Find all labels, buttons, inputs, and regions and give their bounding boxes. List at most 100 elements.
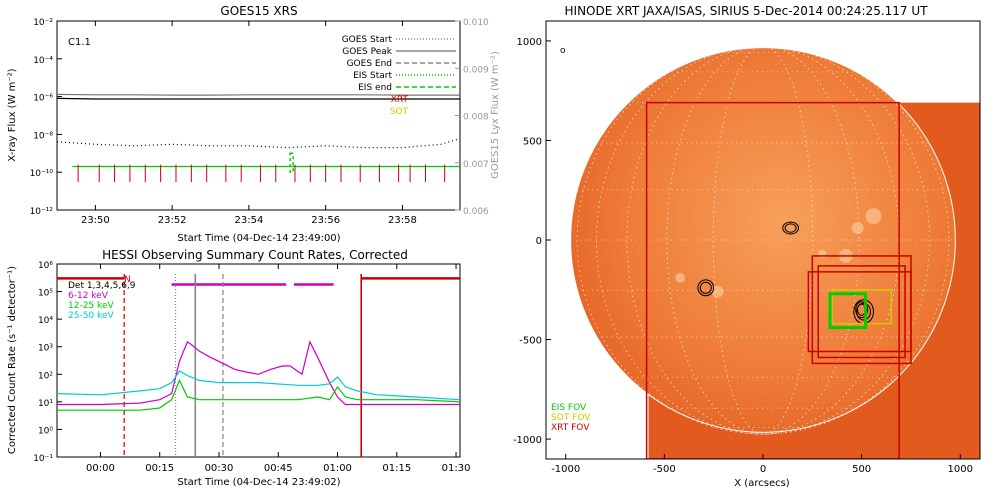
hessi-y-tick-label: 10¹ <box>38 399 53 409</box>
xrt-fov-box <box>828 292 868 330</box>
goes-y-tick-label: 10⁻¹⁰ <box>30 169 54 179</box>
hessi-series-line <box>57 378 461 411</box>
hessi-x-tick-label: 01:15 <box>382 463 411 474</box>
goes-legend-label: XRT <box>391 95 409 105</box>
goes-x-axis-label: Start Time (04-Dec-14 23:49:00) <box>177 233 340 244</box>
hessi-legend-label: 6-12 keV <box>68 291 109 301</box>
xrt-contours <box>697 221 874 325</box>
xrt-bright-region <box>865 208 882 224</box>
goes-series-line <box>56 93 460 96</box>
goes-x-tick-label: 23:50 <box>81 215 110 226</box>
xrt-contour <box>697 279 715 297</box>
hessi-y-axis-label: Corrected Count Rate (s⁻¹ detector⁻¹) <box>7 266 18 454</box>
goes-legend-label: SOT <box>390 107 409 117</box>
goes-legend: GOES Start GOES Peak GOES End EIS Start EIS … <box>342 35 456 117</box>
xrt-fov-box <box>817 265 906 359</box>
xrt-bright-regions <box>675 208 882 298</box>
goes-y-tick-label: 10⁻² <box>33 18 53 28</box>
goes-panel: GOES15 XRS 23:50 23:52 23:54 23:56 23:58 10⁻… <box>7 4 501 244</box>
hessi-panel: HESSI Observing Summary Count Rates, Cor… <box>7 248 470 488</box>
xrt-x-tick-label: 0 <box>760 464 766 475</box>
xrt-x-tick-label: 1000 <box>948 464 973 475</box>
goes-y-tick-label: 10⁻⁶ <box>33 94 53 104</box>
goes-x-tick-label: 23:58 <box>388 215 417 226</box>
goes-legend-label: GOES End <box>347 59 392 69</box>
goes-xrt-markers <box>77 152 446 183</box>
xrt-panel: HINODE XRT JAXA/ISAS, SIRIUS 5-Dec-2014 … <box>513 4 981 489</box>
xrt-x-tick-label: -1000 <box>551 464 580 475</box>
hessi-y-tick-label: 10⁵ <box>38 289 53 299</box>
goes-y-tick-label: 10⁻¹² <box>30 207 54 217</box>
hessi-series-line <box>57 340 460 406</box>
xrt-x-tick-label: 500 <box>852 464 871 475</box>
xrt-contour <box>856 302 872 321</box>
hessi-plot-frame <box>56 263 461 458</box>
xrt-contour <box>855 301 869 319</box>
goes-legend-label: GOES Start <box>342 35 393 45</box>
xrt-legend-label: EIS FOV <box>551 403 587 413</box>
hessi-y-tick-label: 10⁴ <box>38 316 53 326</box>
hessi-y-tick-label: 10⁶ <box>38 261 53 271</box>
hessi-y-tick-label: 10³ <box>38 344 53 354</box>
goes-x-tick-label: 23:52 <box>158 215 187 226</box>
goes-series-line <box>56 138 461 149</box>
xrt-y-tick-label: 1000 <box>517 37 542 48</box>
goes-y-axis-label: X-ray Flux (W m⁻²) <box>7 68 18 161</box>
goes-x-tick-label: 23:54 <box>234 215 263 226</box>
goes-legend-label: EIS Start <box>353 71 392 81</box>
hessi-legend-label: 12-25 keV <box>68 301 114 311</box>
hessi-legend-label: 25-50 keV <box>68 311 114 321</box>
xrt-fov-box <box>645 101 900 459</box>
xrt-contour <box>784 223 797 233</box>
xrt-contour <box>699 281 712 294</box>
hessi-legend-label: Det 1,3,4,5,6,9 <box>68 281 136 291</box>
hessi-y-tick-label: 10⁰ <box>38 426 53 436</box>
hessi-title: HESSI Observing Summary Count Rates, Cor… <box>102 248 408 262</box>
xrt-longitude-line <box>576 45 950 435</box>
xrt-origin-marker: o <box>560 46 566 56</box>
xrt-longitude-line <box>666 45 860 435</box>
hessi-x-tick-label: 01:00 <box>323 463 352 474</box>
hessi-x-tick-label: 00:15 <box>145 463 174 474</box>
hessi-n-marker: N <box>124 275 131 285</box>
hessi-vertical-lines <box>123 274 363 457</box>
goes-y-tick-label: 10⁻⁸ <box>33 131 53 141</box>
xrt-legend-label: SOT FOV <box>551 413 591 423</box>
goes-y-ticks: 10⁻² 10⁻⁴ 10⁻⁶ 10⁻⁸ 10⁻¹⁰ 10⁻¹² <box>30 18 62 217</box>
goes-x-tick-label: 23:56 <box>311 215 340 226</box>
hessi-x-tick-label: 00:00 <box>86 463 115 474</box>
hessi-x-axis-label: Start Time (04-Dec-14 23:49:02) <box>177 477 340 488</box>
hessi-series <box>56 340 461 411</box>
goes-legend-label: GOES Peak <box>342 47 392 57</box>
hessi-x-tick-label: 00:45 <box>264 463 293 474</box>
goes-x-ticks: 23:50 23:52 23:54 23:56 23:58 <box>81 21 417 226</box>
hessi-y-tick-label: 10⁻¹ <box>33 454 53 464</box>
goes-right-y-ticks: 0.010 0.009 0.008 0.007 0.006 <box>455 18 489 217</box>
goes-right-y-tick-label: 0.007 <box>463 160 489 170</box>
xrt-fov-box <box>807 271 912 353</box>
goes-eis-marker <box>289 152 294 173</box>
xrt-y-tick-label: 500 <box>523 136 542 147</box>
xrt-x-axis-label: X (arcsecs) <box>734 478 790 489</box>
xrt-fov-boxes <box>645 101 912 459</box>
goes-series <box>56 93 461 168</box>
xrt-y-tick-label: -500 <box>519 336 542 347</box>
xrt-title: HINODE XRT JAXA/ISAS, SIRIUS 5-Dec-2014 … <box>565 4 929 18</box>
goes-right-y-tick-label: 0.006 <box>463 207 489 217</box>
goes-series-line <box>56 97 460 100</box>
hessi-y-tick-label: 10² <box>38 371 53 381</box>
hessi-attenuator-state <box>57 277 460 286</box>
xrt-bright-region <box>851 222 864 234</box>
hessi-series-line <box>56 370 461 401</box>
xrt-y-ticks: 1000 500 0 -500 -1000 <box>513 37 551 446</box>
hessi-y-ticks: 10⁶ 10⁵ 10⁴ 10³ 10² 10¹ 10⁰ 10⁻¹ <box>33 261 62 464</box>
xrt-fov-box <box>831 289 892 325</box>
goes-right-y-tick-label: 0.009 <box>463 65 489 75</box>
xrt-x-tick-label: -500 <box>653 464 676 475</box>
xrt-y-tick-label: -1000 <box>513 435 542 446</box>
xrt-y-tick-label: 0 <box>536 236 542 247</box>
xrt-x-ticks: -1000 -500 0 500 1000 <box>551 454 973 475</box>
